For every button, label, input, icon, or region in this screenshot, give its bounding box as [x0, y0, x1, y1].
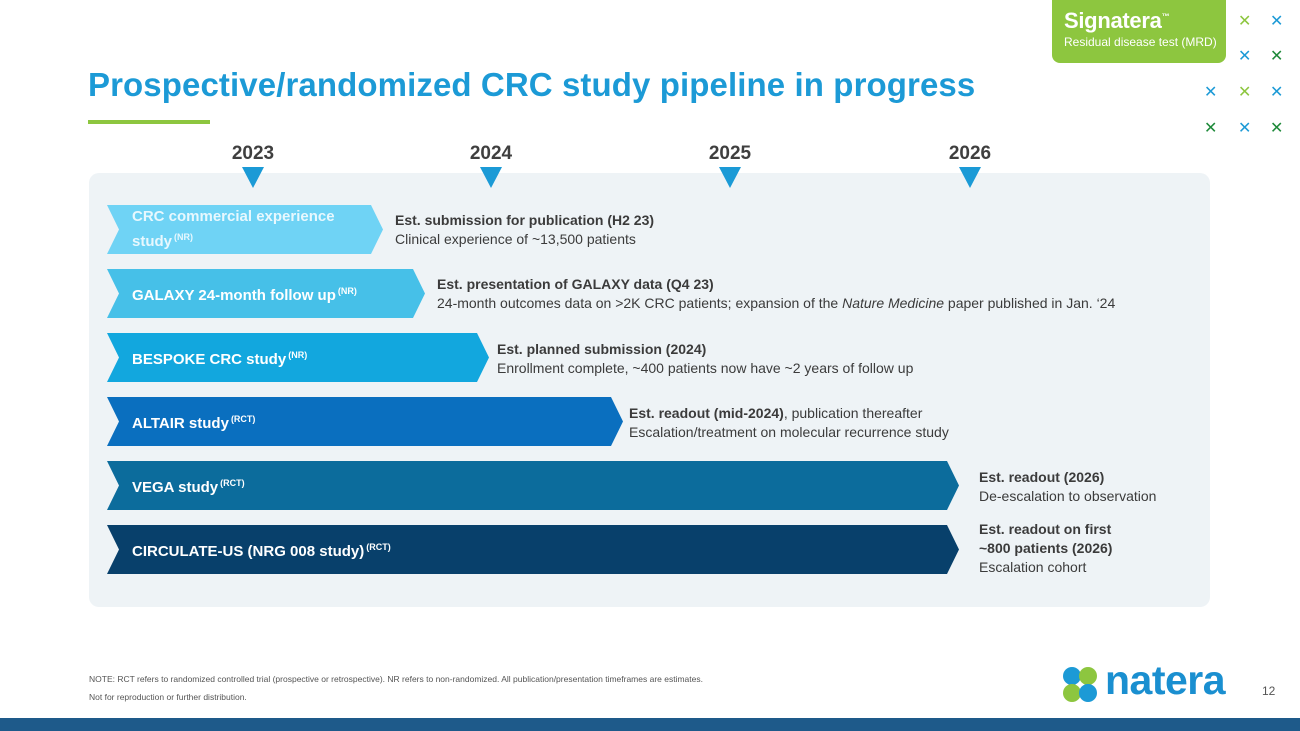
year-marker-icon	[242, 167, 264, 188]
study-bar-crc-commercial: CRC commercial experience study (NR)	[107, 205, 383, 254]
study-bar-altair: ALTAIR study (RCT)	[107, 397, 623, 446]
study-bar-chevron	[107, 269, 425, 318]
year-label: 2025	[708, 143, 752, 164]
study-type-tag: (NR)	[174, 232, 194, 242]
footnote-note: NOTE: RCT refers to randomized controlle…	[89, 674, 703, 684]
study-bar-label: GALAXY 24-month follow up (NR)	[132, 269, 357, 318]
study-bar-shape	[107, 205, 383, 254]
study-bar-bespoke: BESPOKE CRC study (NR)	[107, 333, 489, 382]
study-bar-chevron	[107, 461, 959, 510]
study-bar-shape	[107, 333, 489, 382]
natera-logo-text: natera	[1105, 657, 1226, 703]
study-bar-label: CRC commercial experience study (NR)	[132, 205, 347, 254]
year-marker-icon	[719, 167, 741, 188]
study-bar-circulate: CIRCULATE-US (NRG 008 study) (RCT)	[107, 525, 959, 574]
study-name: VEGA study	[132, 479, 219, 496]
x-mark-icon: ✕	[1270, 48, 1284, 65]
study-bar-shape	[107, 397, 623, 446]
x-mark-icon: ✕	[1238, 120, 1252, 137]
x-mark-icon: ✕	[1204, 84, 1218, 101]
study-bar-chevron	[107, 397, 623, 446]
signatera-badge: Signatera™ Residual disease test (MRD)	[1052, 0, 1226, 63]
study-type-tag: (RCT)	[230, 414, 256, 424]
study-type-tag: (NR)	[337, 286, 357, 296]
study-bar-galaxy: GALAXY 24-month follow up (NR)	[107, 269, 425, 318]
x-mark-icon: ✕	[1238, 13, 1252, 30]
study-name: ALTAIR study	[132, 415, 229, 432]
footer-band	[0, 718, 1300, 731]
study-bar-vega: VEGA study (RCT)	[107, 461, 959, 510]
study-type-tag: (NR)	[288, 350, 308, 360]
study-bar-shape	[107, 269, 425, 318]
study-description: Est. readout on first ~800 patients (202…	[979, 521, 1113, 575]
study-type-tag: (RCT)	[220, 478, 245, 488]
footnote-distribution: Not for reproduction or further distribu…	[89, 692, 247, 702]
natera-logo-mark-icon	[1063, 667, 1097, 702]
study-name: CIRCULATE-US (NRG 008 study)	[132, 543, 365, 560]
page-number: 12	[1262, 684, 1276, 698]
signatera-subtitle: Residual disease test (MRD)	[1064, 35, 1217, 49]
study-bar-label: BESPOKE CRC study (NR)	[132, 333, 307, 382]
natera-logo: natera	[1060, 657, 1230, 705]
page-title: Prospective/randomized CRC study pipelin…	[88, 66, 976, 103]
x-mark-icon: ✕	[1238, 48, 1252, 65]
x-mark-icon: ✕	[1238, 84, 1252, 101]
x-mark-icon: ✕	[1204, 120, 1218, 137]
study-bar-label: ALTAIR study (RCT)	[132, 397, 255, 446]
year-marker-icon	[959, 167, 981, 188]
study-description: Est. submission for publication (H2 23) …	[395, 212, 655, 247]
study-description: Est. presentation of GALAXY data (Q4 23)…	[437, 276, 1116, 311]
study-description: Est. planned submission (2024) Enrollmen…	[497, 341, 914, 376]
year-label: 2023	[231, 143, 275, 164]
study-name: BESPOKE CRC study	[132, 351, 287, 368]
x-mark-icon: ✕	[1270, 120, 1284, 137]
study-bar-chevron	[107, 333, 489, 382]
signatera-brand-name: Signatera™	[1064, 8, 1170, 33]
study-bar-label: VEGA study (RCT)	[132, 461, 245, 510]
year-marker-icon	[480, 167, 502, 188]
study-bar-label: CIRCULATE-US (NRG 008 study) (RCT)	[132, 525, 391, 574]
study-bar-shape	[107, 525, 959, 574]
title-underline	[88, 120, 210, 124]
study-name: GALAXY 24-month follow up	[132, 287, 336, 304]
study-bar-shape	[107, 461, 959, 510]
study-description: Est. readout (mid-2024), publication the…	[629, 405, 949, 440]
year-label: 2024	[469, 143, 513, 164]
study-type-tag: (RCT)	[366, 542, 391, 552]
study-bar-chevron	[107, 205, 383, 254]
x-mark-icon: ✕	[1270, 13, 1284, 30]
x-mark-icon: ✕	[1270, 84, 1284, 101]
year-label: 2026	[948, 143, 992, 164]
study-description: Est. readout (2026) De-escalation to obs…	[979, 469, 1157, 504]
study-bar-chevron	[107, 525, 959, 574]
study-name: CRC commercial experience study	[132, 208, 335, 250]
